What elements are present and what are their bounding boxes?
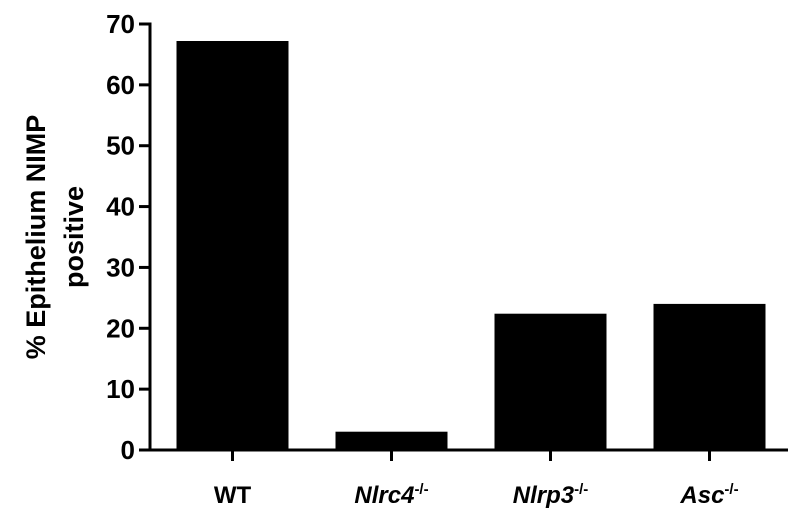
y-axis-title-line: positive: [59, 186, 89, 288]
y-tick-label: 60: [106, 70, 135, 100]
y-tick-label: 30: [106, 252, 135, 282]
y-tick-label: 50: [106, 131, 135, 161]
bar-nlrp3: [494, 313, 607, 450]
x-tick-label-asc: Asc-/-: [679, 481, 738, 509]
y-tick-label: 0: [121, 435, 135, 465]
y-axis: 0 10 20 30 40 50 60 70: [106, 9, 152, 465]
bar-wt: [176, 41, 289, 450]
x-tick-label-nlrp3: Nlrp3-/-: [513, 481, 589, 509]
y-axis-title: % Epithelium NIMP positive: [21, 115, 89, 360]
y-axis-title-line: % Epithelium NIMP: [21, 115, 51, 360]
y-tick-label: 40: [106, 192, 135, 222]
bar-asc: [653, 303, 766, 450]
bars: [176, 41, 766, 450]
y-tick-label: 10: [106, 374, 135, 404]
x-axis: WT Nlrc4-/- Nlrp3-/- Asc-/-: [148, 448, 788, 509]
x-tick-label-wt: WT: [214, 482, 252, 509]
bar-nlrc4: [335, 431, 448, 450]
y-tick-label: 70: [106, 9, 135, 39]
y-tick-label: 20: [106, 313, 135, 343]
x-tick-label-nlrc4: Nlrc4-/-: [354, 481, 428, 509]
